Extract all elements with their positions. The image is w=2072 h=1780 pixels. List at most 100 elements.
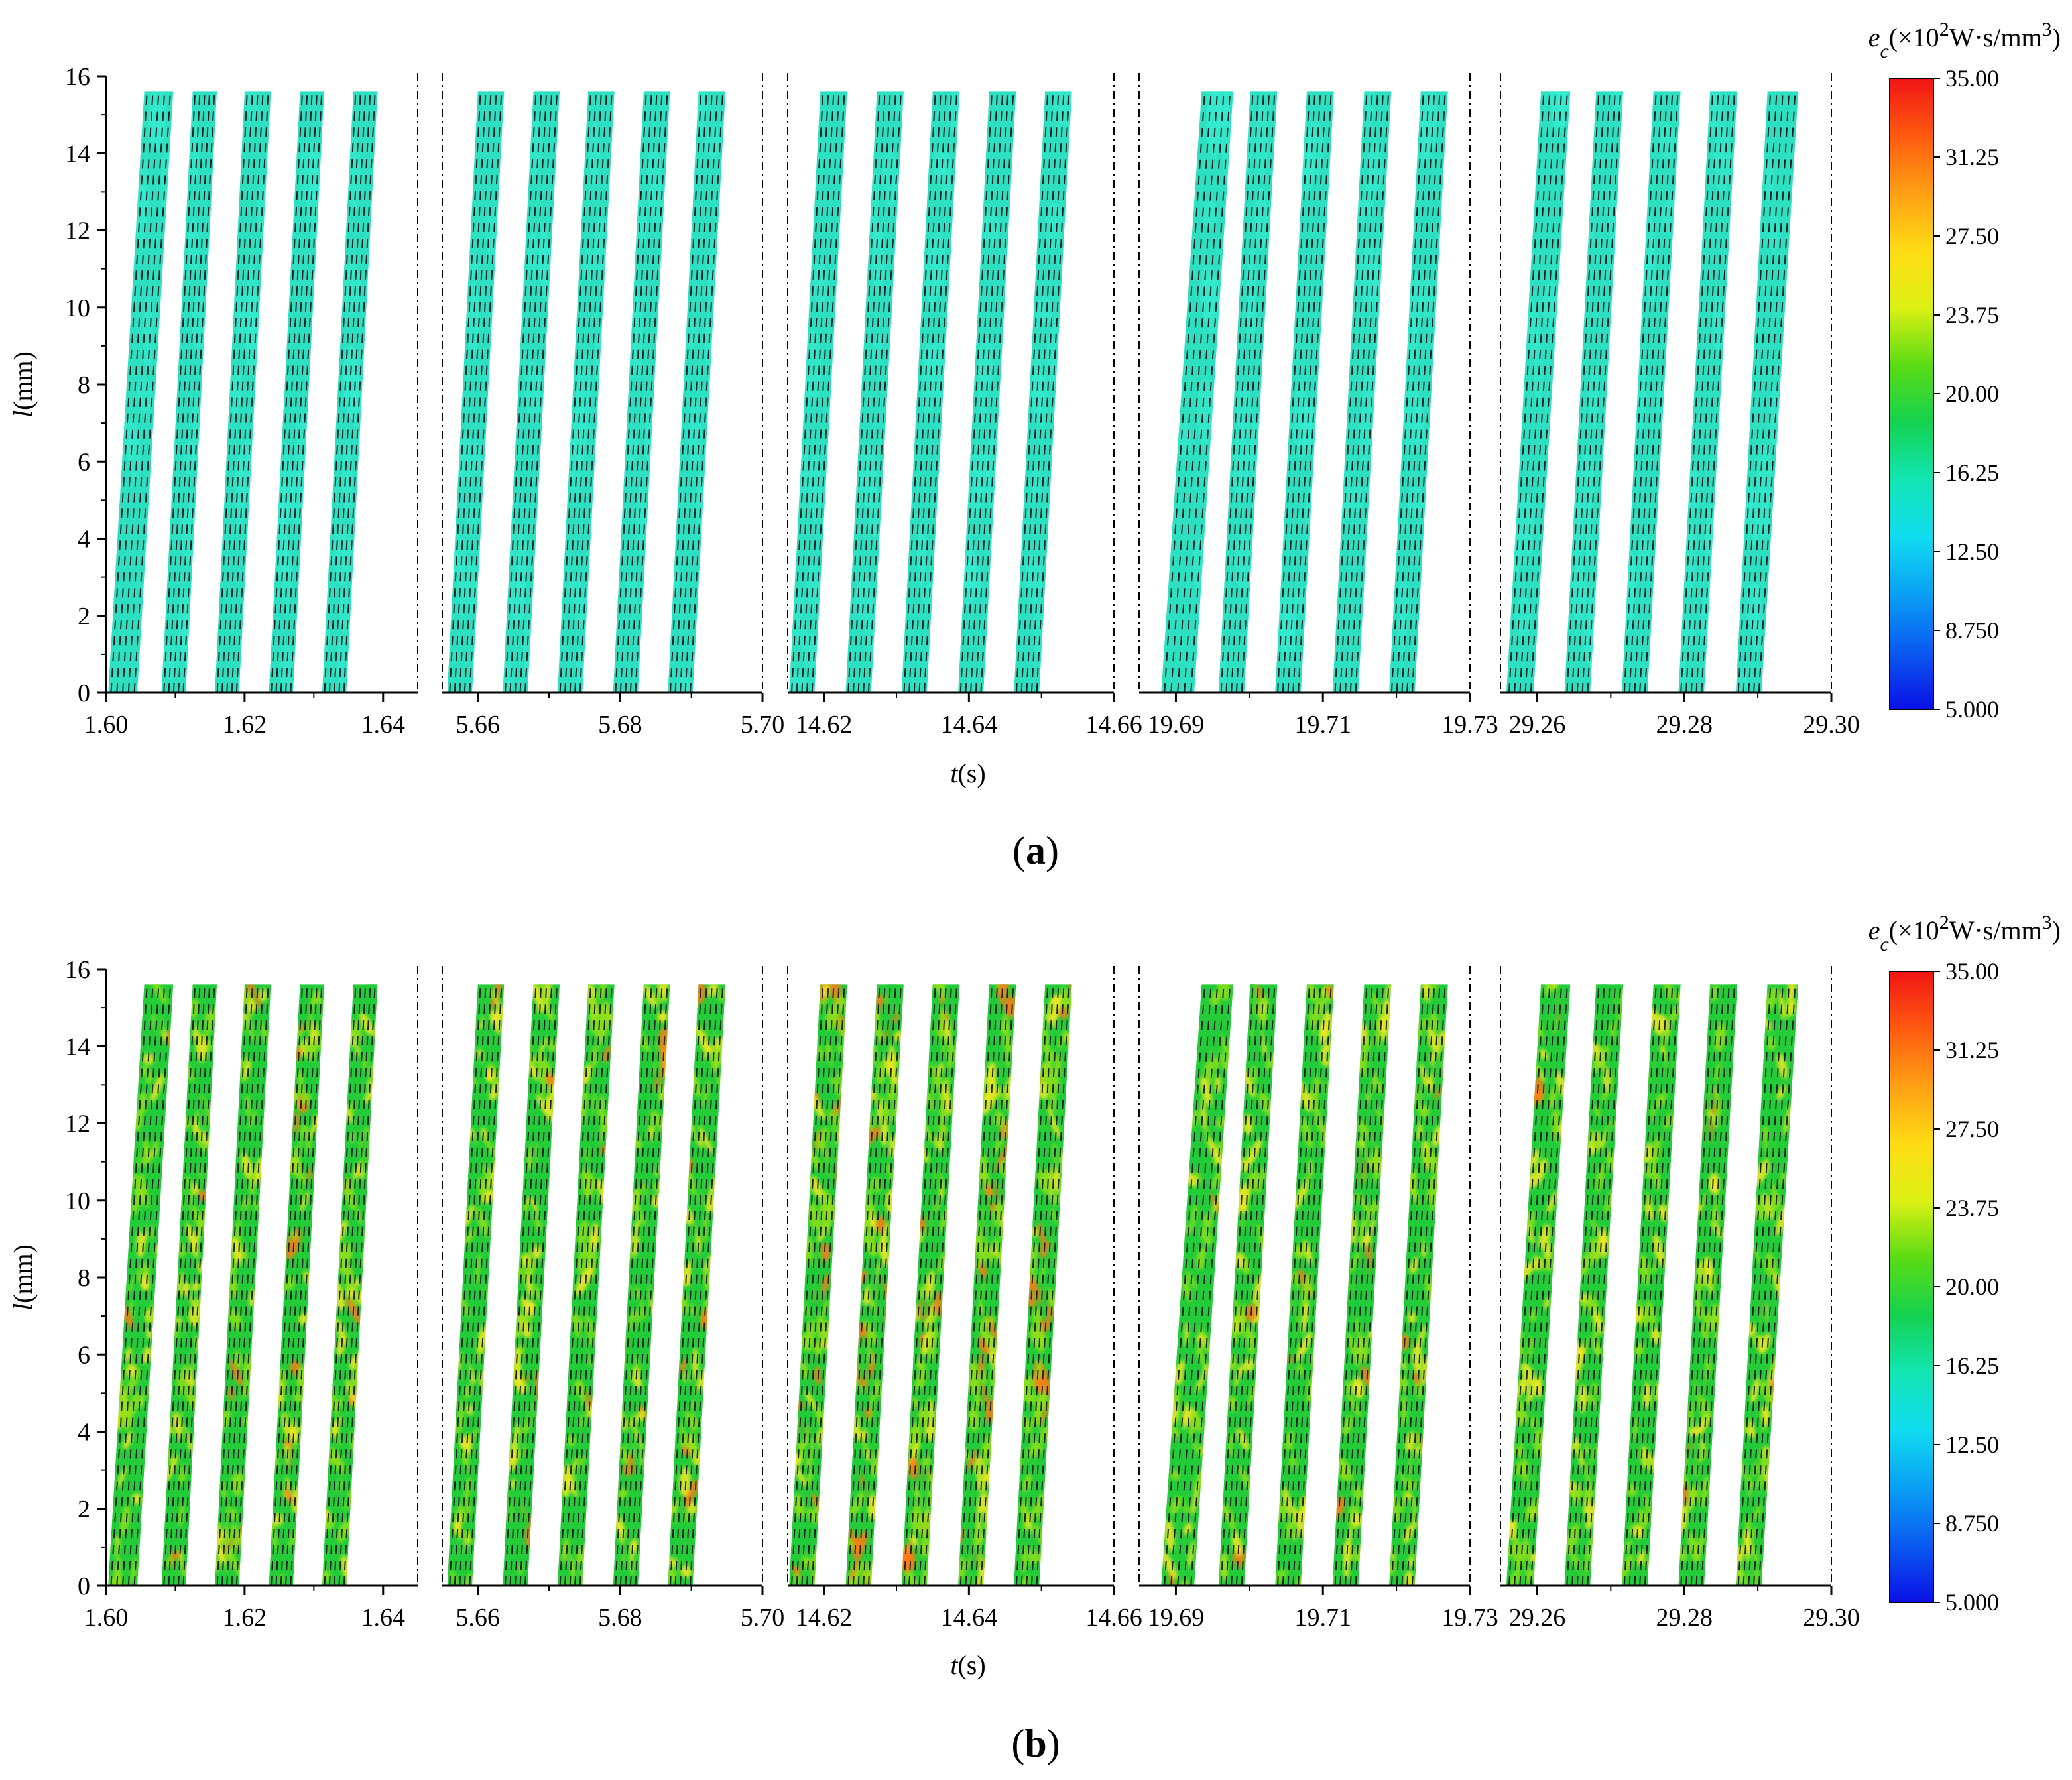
mesh-line [1639, 91, 1674, 693]
band-spot [1636, 1550, 1646, 1565]
mesh-line [1020, 91, 1054, 693]
band-spot [1646, 1070, 1658, 1110]
band-spot [1705, 1258, 1713, 1279]
mesh-line [509, 91, 542, 693]
band-spot [299, 1191, 310, 1213]
mesh-line [1225, 91, 1259, 693]
x-tick-label: 19.71 [1294, 1604, 1351, 1632]
band-spot [659, 1083, 664, 1104]
band-spot [1759, 1297, 1768, 1338]
band-spot [1319, 1020, 1328, 1045]
band-spot [298, 1312, 308, 1326]
y-axis-label: l(mm) [8, 351, 38, 418]
band-spot [645, 1319, 652, 1351]
band-spot [1644, 1456, 1656, 1474]
band [1389, 91, 1448, 693]
mesh-line [1355, 984, 1390, 1586]
band-spot [693, 1388, 705, 1421]
band-spot [1641, 1107, 1652, 1134]
mesh-line [1514, 984, 1551, 1586]
x-tick-label: 14.64 [941, 711, 998, 739]
band-spot [1759, 1450, 1772, 1471]
band-spot [863, 169, 880, 229]
mesh-line [515, 91, 548, 693]
mesh-line [122, 984, 160, 1586]
y-tick-label: 16 [65, 63, 90, 91]
band-spot [1014, 1551, 1021, 1586]
band-spot [458, 434, 474, 483]
mesh-line [133, 91, 171, 693]
band-spot [1409, 1451, 1420, 1484]
mesh-line [1639, 984, 1674, 1586]
panel-caption: (b) [1011, 1722, 1060, 1765]
band-spot [625, 1425, 635, 1454]
band-spot [294, 1402, 304, 1429]
colorbar-tick-label: 20.00 [1945, 381, 1999, 407]
band-spot [856, 1445, 865, 1479]
band-spot [1608, 188, 1616, 253]
mesh-line [343, 91, 376, 693]
band-spot [867, 1174, 876, 1202]
mesh-line [1277, 91, 1310, 693]
band-spot [1164, 1519, 1175, 1552]
band-spot [1534, 1379, 1543, 1397]
band-spot [196, 1034, 208, 1063]
band [957, 984, 1016, 1586]
mesh-line [847, 91, 881, 693]
mesh-line [127, 984, 166, 1586]
band-spot [904, 1565, 919, 1586]
band-spot [1751, 583, 1762, 658]
mesh-line [674, 984, 707, 1586]
band-spot [1305, 1278, 1313, 1298]
band-spot [1629, 355, 1647, 435]
mesh-line [334, 984, 367, 1586]
band-spot [251, 984, 262, 1009]
colorbar: 35.00 31.25 27.50 23.75 20.00 16.25 12.50 8.750… [1868, 912, 2061, 1616]
band-spot [1352, 198, 1368, 225]
band-spot [1193, 540, 1207, 594]
mesh-line [1406, 91, 1441, 693]
band-spot [1550, 91, 1565, 128]
band-spot [712, 1043, 724, 1073]
mesh-line [178, 984, 211, 1586]
band-spot [1735, 1545, 1746, 1570]
band-spot [1402, 1498, 1415, 1527]
mesh-line [564, 984, 597, 1586]
band-spot [1052, 1119, 1060, 1140]
band-spot [471, 1004, 483, 1026]
y-tick-label: 4 [78, 1419, 90, 1447]
band-spot [1038, 1081, 1049, 1100]
colorbar-gradient [1889, 971, 1934, 1603]
band-spot [1747, 1250, 1758, 1290]
band [269, 91, 324, 693]
band-spot [229, 1359, 243, 1387]
mesh-line [1287, 91, 1321, 693]
band-spot [1652, 1234, 1666, 1268]
mesh-line [280, 984, 313, 1586]
mesh-line [615, 91, 647, 693]
band-spot [576, 1545, 586, 1566]
band-spot [322, 579, 331, 654]
band [845, 91, 904, 693]
band-spot [641, 1188, 648, 1218]
band-spot [584, 1313, 598, 1340]
x-tick-label: 14.62 [796, 1604, 853, 1632]
band-spot [1295, 1331, 1313, 1362]
band-spot [1069, 984, 1072, 994]
band-spot [636, 484, 648, 556]
band-spot [1351, 1559, 1359, 1586]
band-spot [680, 1565, 692, 1578]
mesh-line [1753, 91, 1790, 693]
band-spot [530, 1020, 540, 1058]
band-spot [465, 1499, 471, 1515]
mesh-line [1396, 91, 1430, 693]
mesh-line [1634, 984, 1668, 1586]
band-spot [1028, 1181, 1040, 1228]
band-spot [1544, 1297, 1550, 1310]
band-spot [575, 1265, 595, 1296]
band-spot [704, 315, 713, 373]
mesh-line [559, 984, 592, 1586]
band-spot [1612, 91, 1624, 113]
x-tick-label: 14.62 [796, 711, 853, 739]
band-spot [978, 367, 988, 426]
